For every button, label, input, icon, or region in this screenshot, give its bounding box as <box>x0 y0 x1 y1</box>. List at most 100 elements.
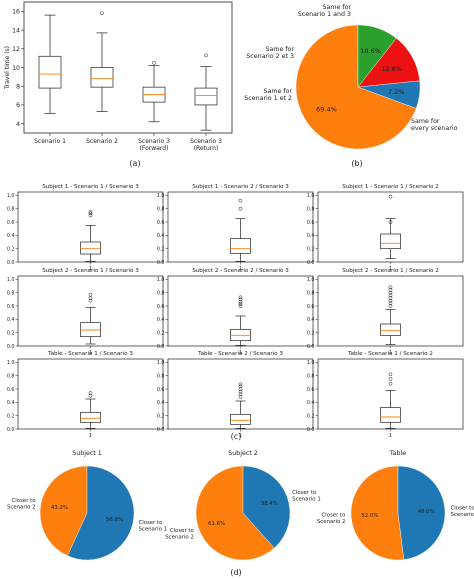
slice-percent-label: 48.0% <box>418 509 435 515</box>
x-tick-label: (Return) <box>194 145 219 152</box>
pie-title: Subject 1 <box>72 450 102 457</box>
comparison-box-flier <box>238 387 243 391</box>
y-tick-label: 0.6 <box>157 304 165 310</box>
y-tick-label: 1.0 <box>307 193 315 199</box>
slice-name-label: Closer to <box>170 528 194 534</box>
y-tick-label: 0.2 <box>307 330 315 336</box>
x-tick-label: 1 <box>89 266 92 272</box>
boxplot-panel: Subject 1 - Scenario 1 / Scenario 2 0.0 0.… <box>307 184 464 272</box>
panel-title: Table - Scenario 1 / Scenario 3 <box>47 351 133 357</box>
y-tick-label: 0.0 <box>7 260 15 266</box>
y-tick-label: 16 <box>12 9 20 16</box>
travel-time-boxplot: 4 6 8 10 12 14 16 Travel time (s) Scenario 1 Scen… <box>4 1 233 152</box>
boxplot-panel: Table - Scenario 2 / Scenario 3 0.0 0.2 0.4… <box>157 351 314 439</box>
y-axis-label: Travel time (s) <box>4 46 11 90</box>
panel-title: Subject 2 - Scenario 1 / Scenario 3 <box>42 268 139 274</box>
comparison-box-flier <box>238 304 243 308</box>
comparison-box-flier <box>388 298 393 303</box>
y-tick-label: 0.4 <box>7 233 15 239</box>
boxplot-panel: Subject 1 - Scenario 2 / Scenario 3 0.0 0.… <box>157 184 314 272</box>
comparison-box-flier <box>388 372 393 377</box>
y-tick-label: 0.4 <box>307 233 315 239</box>
comparison-box-flier <box>238 300 243 304</box>
comparison-box-box <box>230 238 251 254</box>
y-tick-label: 1.0 <box>157 360 165 366</box>
panel-frame <box>167 358 314 430</box>
comparison-box-flier <box>88 391 93 395</box>
y-tick-label: 0.6 <box>307 220 315 226</box>
pie-title: Subject 2 <box>228 450 258 457</box>
y-tick-label: 0.8 <box>157 290 165 296</box>
x-tick-label: 1 <box>89 433 92 439</box>
y-tick-label: 0.2 <box>7 246 15 252</box>
slice-percent-label: 10.6% <box>360 47 381 55</box>
y-tick-label: 1.0 <box>7 277 15 283</box>
slice-name-label: Closer to <box>451 506 474 512</box>
x-tick-label: 1 <box>239 266 242 272</box>
same-for-slice <box>357 24 397 88</box>
comparison-box-flier <box>238 302 243 306</box>
y-tick-label: 0.8 <box>7 206 15 212</box>
x-tick-label: Scenario 3 <box>190 138 222 145</box>
comparison-box-flier <box>238 295 243 300</box>
slice-name-label: Scenario 1 and 3 <box>298 11 351 18</box>
comparison-box-flier <box>388 285 393 290</box>
y-tick-label: 1.0 <box>157 193 165 199</box>
comparison-box-box <box>80 241 101 255</box>
slice-name-label: Scenario 1 <box>451 512 474 518</box>
boxplot-panel: Subject 2 - Scenario 2 / Scenario 3 0.0 0.… <box>157 268 314 356</box>
travel-time-box-flier <box>204 53 208 58</box>
comparison-box-flier <box>238 392 243 397</box>
slice-name-label: Closer to <box>292 490 316 496</box>
comparison-box-flier <box>388 304 393 308</box>
comparison-box-flier <box>388 220 393 224</box>
slice-percent-label: 69.4% <box>316 105 337 113</box>
comparison-box-flier <box>88 210 93 214</box>
y-tick-label: 0.8 <box>307 206 315 212</box>
panel-title: Table - Scenario 2 / Scenario 3 <box>197 351 283 357</box>
y-tick-label: 0.8 <box>307 290 315 296</box>
y-tick-label: 0.6 <box>7 220 15 226</box>
comparison-box-flier <box>238 206 243 211</box>
panel-title: Subject 1 - Scenario 1 / Scenario 3 <box>42 184 139 190</box>
boxplot-panel: Subject 1 - Scenario 1 / Scenario 3 0.0 0.… <box>7 184 164 272</box>
panel-title: Subject 2 - Scenario 1 / Scenario 2 <box>342 268 439 274</box>
slice-percent-label: 61.6% <box>208 521 225 527</box>
slice-name-label: Same for <box>265 46 294 53</box>
slice-name-label: Closer to <box>138 520 162 526</box>
panel-label-b: (b) <box>351 159 362 168</box>
comparison-box-flier <box>238 389 243 394</box>
y-tick-label: 0.2 <box>157 413 165 419</box>
travel-time-box-box <box>38 55 62 89</box>
closer-to-slice <box>350 465 405 561</box>
slice-name-label: Closer to <box>12 498 36 504</box>
panel-label-d: (d) <box>230 568 241 577</box>
x-tick-label: 1 <box>389 433 392 439</box>
y-tick-label: 1.0 <box>7 193 15 199</box>
x-tick-label: Scenario 3 <box>138 138 170 145</box>
slice-name-label: Scenario 2 et 3 <box>246 53 294 60</box>
same-for-slice <box>295 24 417 150</box>
comparison-box-flier <box>238 382 243 387</box>
comparison-boxplot-grid: Subject 1 - Scenario 1 / Scenario 3 0.0 0.… <box>7 184 464 439</box>
comparison-box-flier <box>388 296 393 300</box>
y-tick-label: 0.4 <box>157 317 165 323</box>
travel-time-box-flier <box>152 60 156 65</box>
slice-name-label: Scenario 2 <box>317 519 346 525</box>
y-tick-label: 0.4 <box>157 400 165 406</box>
travel-time-box-flier <box>100 11 104 16</box>
y-tick-label: 0.6 <box>7 304 15 310</box>
y-tick-label: 0.4 <box>157 233 165 239</box>
comparison-box-flier <box>388 288 393 292</box>
comparison-box-flier <box>88 298 93 303</box>
comparison-box-flier <box>88 393 93 398</box>
pie-title: Table <box>389 450 406 457</box>
x-tick-label: Scenario 1 <box>34 138 66 145</box>
y-tick-label: 0.4 <box>307 400 315 406</box>
y-tick-label: 0.6 <box>307 304 315 310</box>
comparison-box-flier <box>238 395 243 399</box>
comparison-box-flier <box>88 211 93 216</box>
